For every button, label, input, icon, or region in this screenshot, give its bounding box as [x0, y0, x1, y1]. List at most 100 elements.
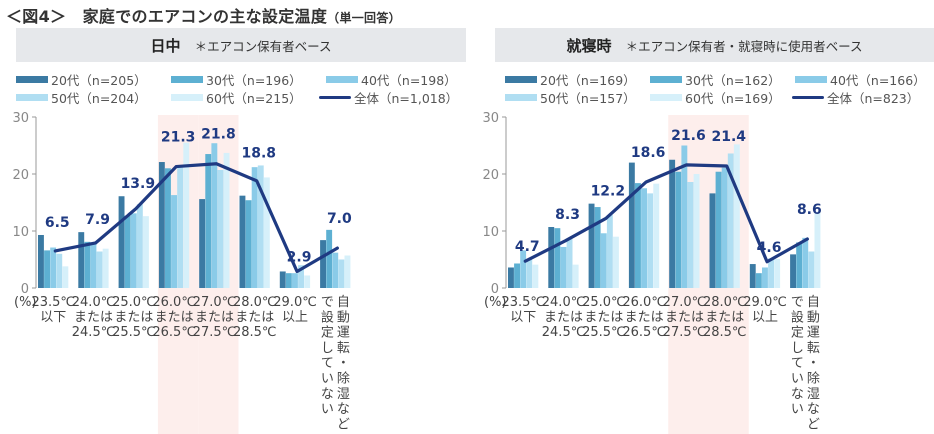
legend-item-20s: 20代（n=169） [505, 70, 636, 89]
bar-60s [223, 152, 230, 288]
legend-item-total: 全体（n=823） [792, 88, 919, 107]
bar-30s [594, 207, 601, 288]
bar-20s [749, 264, 756, 288]
legend-swatch-50s [16, 94, 48, 101]
category-label-char: 転 [807, 341, 820, 356]
data-label: 6.5 [45, 215, 70, 231]
bar-20s [588, 203, 595, 288]
category-label: 以下 [510, 310, 536, 325]
bar-40s [802, 237, 809, 288]
bar-50s [217, 170, 224, 288]
bar-20s [628, 162, 635, 288]
bar-30s [715, 171, 722, 288]
category-label: 25.5℃ [112, 325, 156, 340]
bar-40s [641, 188, 647, 288]
bar-50s [687, 181, 694, 288]
bar-60s [814, 211, 821, 288]
panel-note: ＊エアコン保有者ベース [194, 38, 332, 54]
data-label: 21.3 [161, 129, 196, 145]
category-label-char: い [321, 402, 334, 417]
bar-60s [102, 248, 109, 288]
bar-60s [263, 177, 270, 288]
category-label: 24.5℃ [542, 325, 586, 340]
category-label: 26.0℃ [622, 295, 666, 310]
bar-40s [560, 246, 567, 288]
category-label: 24.0℃ [72, 295, 116, 310]
chart-daytime: 0102030(%)23.5℃以下24.0℃または24.5℃25.0℃または25… [12, 111, 352, 434]
bar-50s [96, 251, 103, 288]
legend-item-60s: 60代（n=215） [171, 88, 302, 107]
bar-40s [721, 167, 728, 288]
category-label-char: て [791, 356, 804, 371]
category-label-char: 自 [807, 295, 820, 310]
category-label: または [74, 310, 113, 325]
y-tick-label: 20 [12, 168, 29, 183]
category-label: または [114, 310, 153, 325]
bar-60s [613, 236, 619, 288]
bar-30s [554, 228, 561, 288]
legend-item-20s: 20代（n=205） [16, 70, 147, 89]
category-label: または [235, 310, 274, 325]
category-label: または [705, 310, 744, 325]
bar-60s [572, 264, 579, 288]
panel-title: 日中 [150, 36, 181, 55]
bar-60s [143, 216, 149, 288]
bar-40s [681, 145, 688, 288]
category-label-char: ・ [807, 356, 820, 371]
category-label: 28.5℃ [703, 325, 747, 340]
y-tick-label: 20 [482, 168, 499, 183]
data-label: 7.0 [327, 211, 352, 227]
legend-item-total: 全体（n=1,018） [319, 88, 458, 107]
bar-40s [332, 252, 339, 288]
category-label: 23.5℃ [31, 295, 75, 310]
bar-40s [292, 273, 298, 288]
data-label: 4.7 [515, 239, 540, 255]
bar-30s [245, 200, 252, 288]
category-label-char: い [791, 372, 804, 387]
bar-20s [38, 234, 44, 288]
category-label-char: 自 [337, 295, 350, 310]
category-label: 27.0℃ [193, 295, 237, 310]
legend-label: 30代（n=196） [206, 73, 302, 88]
category-label: 24.0℃ [542, 295, 586, 310]
bar-30s [755, 273, 762, 288]
legend-label: 40代（n=198） [361, 73, 457, 88]
bar-40s [50, 247, 57, 288]
category-label-char: 湿 [807, 387, 820, 402]
bar-50s [526, 259, 533, 288]
legend-label: 60代（n=169） [685, 91, 781, 106]
category-label: または [665, 310, 704, 325]
legend-item-30s: 30代（n=162） [650, 70, 781, 89]
category-label: 28.0℃ [703, 295, 747, 310]
legend-swatch-60s [171, 94, 203, 101]
panel-note: ＊エアコン保有者・就寝時に使用者ベース [625, 38, 863, 54]
bar-40s [130, 213, 137, 288]
bar-40s [520, 250, 527, 288]
bar-20s [199, 199, 206, 288]
bar-50s [727, 153, 734, 288]
bar-50s [647, 193, 654, 288]
bar-20s [239, 195, 246, 288]
bar-60s [733, 144, 740, 288]
category-label-char: ・ [337, 356, 350, 371]
category-label-char: ど [807, 417, 820, 432]
bar-20s [709, 193, 716, 288]
bar-60s [183, 142, 190, 288]
bar-60s [693, 174, 700, 288]
bar-20s [158, 162, 165, 288]
category-label-char: 運 [337, 326, 350, 341]
category-label-char: 湿 [337, 387, 350, 402]
bar-20s [118, 196, 125, 288]
y-tick-label: 0 [21, 282, 29, 297]
category-label: 27.0℃ [663, 295, 707, 310]
figure-subtitle: （単一回答） [327, 11, 401, 25]
y-tick-label: 0 [491, 282, 499, 297]
category-label-char: て [321, 356, 334, 371]
legend-swatch-20s [505, 76, 537, 83]
data-label: 8.3 [555, 207, 580, 223]
legend-label: 30代（n=162） [685, 73, 781, 88]
category-label: または [195, 310, 234, 325]
category-label: 以上 [282, 310, 308, 325]
category-label: または [544, 310, 583, 325]
category-label: 28.5℃ [233, 325, 277, 340]
